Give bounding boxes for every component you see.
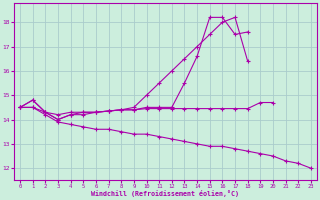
X-axis label: Windchill (Refroidissement éolien,°C): Windchill (Refroidissement éolien,°C) (92, 190, 239, 197)
